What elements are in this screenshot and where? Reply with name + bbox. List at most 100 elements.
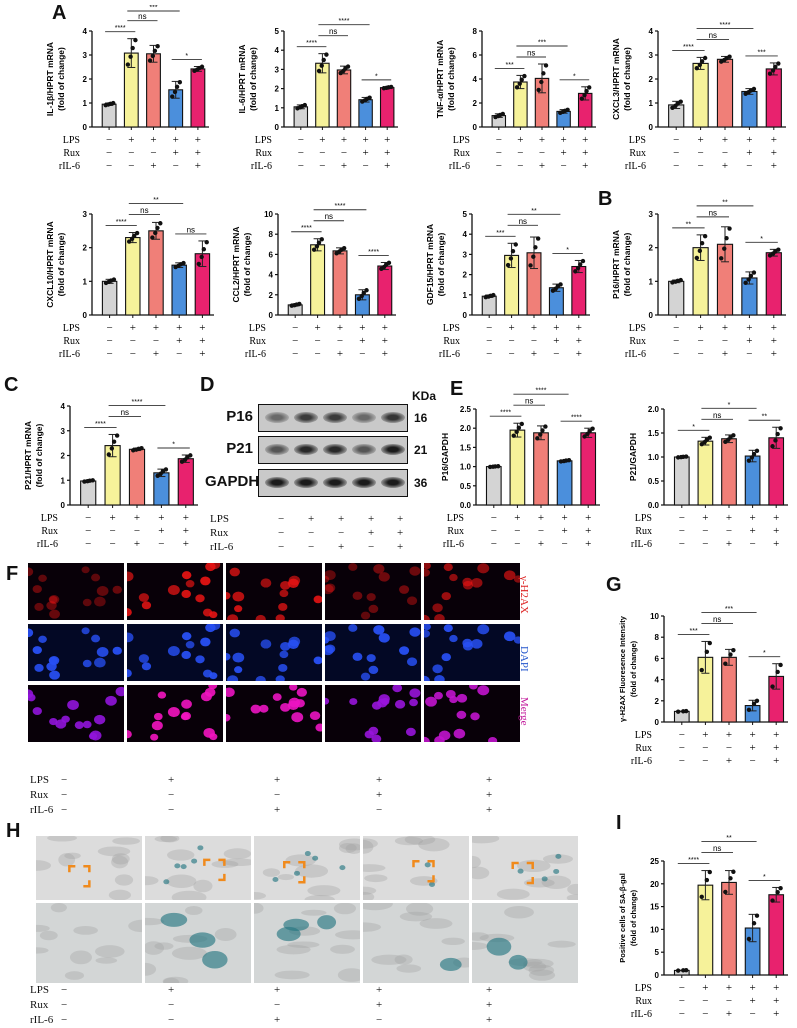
chart-gh2ax-intensity: γ-H2AX Fluoresence Intensity (fold of cha…: [612, 590, 794, 772]
data-point: [514, 85, 520, 90]
significance-label: ns: [519, 217, 527, 226]
nucleus: [425, 696, 437, 707]
nucleus: [471, 638, 483, 649]
treatment-label: LPS: [635, 730, 652, 741]
nucleus: [115, 686, 124, 697]
treatment-mark: +: [553, 335, 559, 347]
cell-shape: [171, 890, 207, 900]
data-point: [707, 869, 712, 875]
data-point: [694, 255, 700, 261]
data-point: [500, 111, 506, 117]
image-background: [226, 624, 322, 681]
nucleus: [112, 646, 122, 655]
treatment-mark: +: [585, 525, 591, 537]
y-tick-label: 0: [275, 123, 280, 132]
nucleus: [453, 728, 466, 739]
significance-label: ns: [527, 49, 535, 58]
nucleus: [291, 712, 304, 723]
channel-label-merge: Merge: [518, 697, 530, 726]
cell-shape: [523, 958, 554, 969]
stained-cell: [553, 868, 560, 874]
treatment-mark: +: [771, 335, 777, 347]
bar: [533, 432, 549, 506]
treatment-mark: +: [338, 541, 345, 553]
data-point: [158, 471, 163, 476]
treatment-mark: −: [298, 160, 304, 172]
treatment-mark: +: [176, 335, 182, 347]
bar: [721, 881, 737, 976]
significance-label: ****: [339, 18, 350, 25]
cell-shape: [566, 894, 578, 900]
data-point: [201, 247, 207, 252]
data-point: [590, 426, 595, 431]
nucleus: [424, 629, 430, 638]
data-point: [536, 87, 541, 93]
treatment-mark: −: [376, 804, 383, 816]
treatment-label: LPS: [453, 135, 470, 146]
nucleus: [232, 652, 245, 663]
treatment-label: Rux: [635, 743, 652, 754]
cell-shape: [337, 968, 360, 982]
treatment-mark: −: [679, 742, 685, 754]
data-point: [770, 684, 775, 689]
treatment-label: Rux: [629, 336, 646, 347]
data-point: [341, 68, 346, 74]
data-point: [731, 433, 736, 438]
treatment-mark: −: [679, 538, 685, 550]
treatment-mark: +: [746, 335, 752, 347]
data-point: [746, 707, 752, 713]
nucleus: [424, 736, 430, 742]
bar: [580, 432, 597, 506]
nucleus: [513, 636, 520, 644]
significance-label: ***: [690, 628, 698, 635]
treatment-mark: +: [576, 322, 582, 334]
nucleus: [260, 639, 272, 649]
cell-shape: [69, 950, 92, 965]
data-point: [150, 235, 155, 240]
treatment-mark: −: [496, 147, 502, 159]
y-tick-label: 8: [269, 230, 274, 239]
nucleus: [434, 736, 445, 742]
nucleus: [434, 614, 445, 620]
significance-label: **: [531, 208, 537, 215]
y-tick-label: 2: [473, 99, 478, 108]
cell-shape: [542, 854, 573, 864]
data-point: [767, 71, 773, 76]
data-point: [324, 52, 329, 57]
treatment-mark: +: [773, 525, 779, 537]
nucleus: [469, 685, 478, 690]
data-point: [109, 446, 115, 451]
treatment-mark: −: [538, 525, 544, 537]
y-tick-label: 3: [649, 51, 654, 60]
data-point: [751, 451, 757, 457]
nucleus: [377, 698, 388, 708]
data-point: [776, 247, 781, 252]
sa-beta-gal-magnified-image: [36, 903, 142, 983]
y-tick-label: 5: [655, 948, 660, 957]
treatment-mark: +: [195, 147, 201, 159]
image-background: [28, 624, 124, 681]
treatment-mark: +: [176, 322, 182, 334]
kda-p16: 16: [414, 411, 428, 425]
nucleus: [352, 591, 363, 600]
nucleus: [74, 721, 84, 729]
nucleus: [255, 614, 266, 620]
nucleus: [138, 654, 149, 663]
nucleus: [82, 659, 92, 668]
data-point: [517, 81, 522, 86]
nucleus: [96, 646, 109, 657]
y-axis-label: (fold of change): [629, 640, 638, 697]
nucleus: [445, 689, 456, 699]
data-point: [155, 44, 160, 49]
cell-shape: [472, 855, 481, 869]
treatment-mark: −: [61, 804, 68, 816]
protein-band: [265, 412, 289, 423]
treatment-mark: −: [517, 147, 523, 159]
nucleus: [150, 733, 159, 741]
treatment-mark: +: [382, 348, 388, 360]
data-point: [540, 428, 545, 433]
nucleus: [32, 707, 42, 716]
treatment-mark: −: [274, 999, 281, 1011]
treatment-mark: −: [341, 147, 347, 159]
nucleus: [32, 646, 42, 655]
